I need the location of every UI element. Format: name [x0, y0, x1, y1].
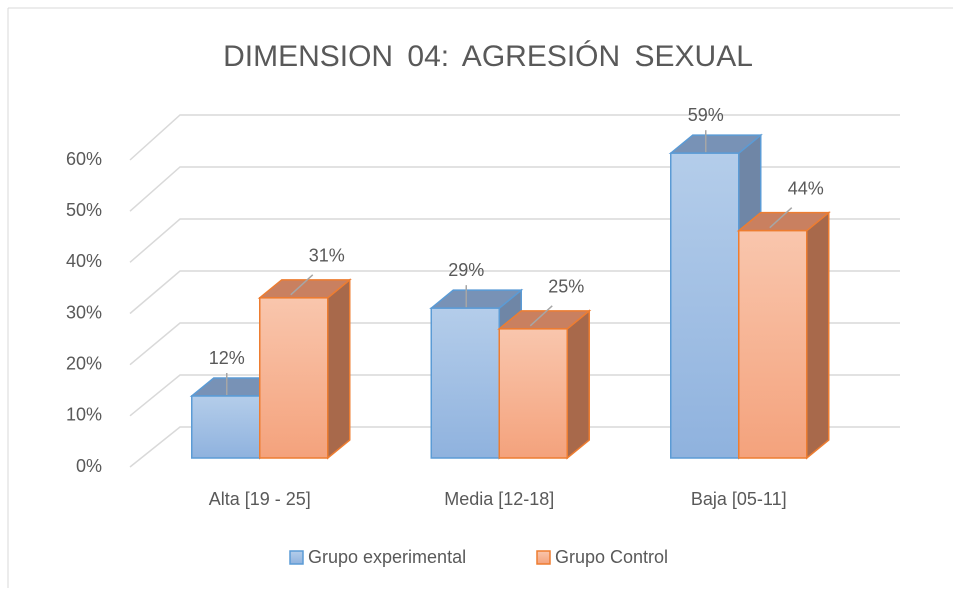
bar-front: [738, 229, 808, 459]
grid-line: [129, 270, 900, 315]
y-tick-label: 40%: [66, 251, 102, 271]
chart-title: DIMENSION 04: AGRESIÓN SEXUAL: [223, 40, 753, 73]
grid-line: [129, 166, 900, 212]
data-label: 44%: [788, 178, 824, 198]
legend-label: Grupo experimental: [308, 547, 466, 567]
bar-side: [327, 278, 351, 460]
grid-line: [129, 426, 900, 468]
data-label: 31%: [309, 246, 345, 266]
bar: [736, 211, 831, 460]
bar-side: [806, 211, 830, 460]
leader-line: [290, 274, 314, 296]
grid-line: [129, 374, 900, 417]
legend-swatch: [289, 550, 304, 565]
y-tick-label: 20%: [66, 353, 102, 373]
data-label: 25%: [548, 277, 584, 297]
bar-side: [566, 309, 590, 460]
bar-front: [498, 328, 568, 459]
data-label: 59%: [688, 105, 724, 125]
leader-line: [529, 305, 553, 327]
legend-label: Grupo Control: [555, 547, 668, 567]
bar-front: [430, 307, 500, 459]
grid-line: [129, 218, 900, 263]
data-label: 29%: [448, 260, 484, 280]
bar-front: [670, 152, 740, 459]
y-tick-label: 30%: [66, 302, 102, 322]
grid-line: [129, 322, 900, 366]
data-label: 12%: [209, 348, 245, 368]
y-tick-label: 0%: [76, 456, 102, 476]
bar-front: [259, 297, 329, 459]
grid-line: [129, 114, 900, 161]
x-tick-label: Baja [05-11]: [691, 489, 787, 509]
y-tick-label: 10%: [66, 405, 102, 425]
bar-front: [191, 395, 261, 459]
leader-line: [769, 207, 793, 229]
legend-swatch: [536, 550, 551, 565]
x-tick-label: Media [12-18]: [444, 489, 554, 509]
x-tick-label: Alta [19 - 25]: [209, 489, 311, 509]
y-tick-label: 60%: [66, 149, 102, 169]
bar: [257, 278, 352, 460]
y-tick-label: 50%: [66, 200, 102, 220]
bar: [497, 309, 592, 460]
